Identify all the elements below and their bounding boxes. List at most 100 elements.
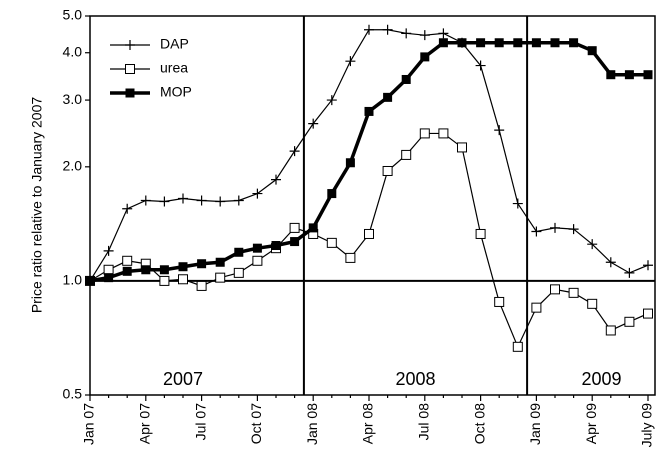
data-point <box>289 222 300 233</box>
data-point <box>605 325 616 336</box>
data-point <box>605 257 616 268</box>
data-point <box>345 56 356 67</box>
data-point <box>178 262 188 272</box>
data-point <box>476 38 486 48</box>
data-point <box>419 30 430 41</box>
data-point <box>234 247 244 257</box>
data-point <box>494 38 504 48</box>
data-point <box>550 222 560 233</box>
data-point <box>308 223 318 233</box>
data-point <box>271 241 281 251</box>
x-tick-label: Jan 09 <box>527 403 543 445</box>
x-tick-label: Oct 07 <box>248 403 264 444</box>
series-line <box>89 132 649 349</box>
data-point <box>196 280 207 291</box>
data-point <box>438 38 448 48</box>
data-point <box>475 228 486 239</box>
x-tick-label: Jan 07 <box>81 403 97 445</box>
data-point <box>420 52 430 62</box>
data-point <box>103 245 114 256</box>
data-point <box>104 273 114 283</box>
data-point <box>122 266 132 276</box>
data-point <box>457 38 467 48</box>
data-point <box>159 196 170 207</box>
series-line <box>89 41 648 283</box>
year-label: 2008 <box>395 369 435 389</box>
x-tick-label: Apr 07 <box>137 403 153 444</box>
data-point <box>494 125 505 136</box>
data-point <box>587 46 597 56</box>
data-point <box>643 308 653 319</box>
legend-label: urea <box>160 60 188 76</box>
x-tick-label: Jul 08 <box>416 403 432 441</box>
data-point <box>383 92 393 102</box>
data-point <box>568 287 579 298</box>
data-point <box>215 257 225 267</box>
data-point <box>513 38 523 48</box>
data-point <box>85 276 95 286</box>
data-point <box>531 38 541 48</box>
data-point <box>364 24 374 35</box>
year-label: 2009 <box>581 369 621 389</box>
data-point <box>178 193 188 204</box>
legend-marker <box>125 64 135 74</box>
data-point <box>103 264 114 275</box>
data-point <box>550 38 560 48</box>
data-point <box>233 267 244 278</box>
data-point <box>215 196 226 207</box>
data-point <box>587 239 598 250</box>
data-point <box>401 28 412 39</box>
data-point <box>178 274 188 285</box>
y-tick-label: 1.0 <box>63 272 83 288</box>
data-point <box>252 243 262 253</box>
data-point <box>643 70 653 80</box>
data-point <box>606 70 616 80</box>
data-point <box>569 38 579 48</box>
x-tick-label: Apr 09 <box>583 403 599 444</box>
plot-frame <box>89 15 656 396</box>
data-point <box>197 259 207 269</box>
data-point <box>438 28 449 39</box>
data-point <box>624 70 634 80</box>
data-point <box>141 265 151 275</box>
data-point <box>419 128 430 139</box>
data-point <box>290 237 300 247</box>
data-point <box>624 316 635 327</box>
data-point <box>512 198 523 209</box>
y-tick-label: 5.0 <box>63 7 83 23</box>
x-tick-label: Jul 07 <box>192 403 208 441</box>
data-point <box>475 60 486 71</box>
data-point <box>568 224 579 235</box>
legend-label: MOP <box>160 84 192 100</box>
data-point <box>382 24 393 35</box>
data-point <box>401 74 411 84</box>
legend-marker <box>125 40 135 50</box>
data-point <box>587 298 598 309</box>
data-point <box>215 272 226 283</box>
x-tick-label: Oct 08 <box>471 403 487 444</box>
data-point <box>512 341 523 352</box>
data-point <box>364 228 374 239</box>
data-point <box>122 203 133 214</box>
data-point <box>196 195 207 206</box>
data-point <box>271 174 281 185</box>
x-tick-label: Apr 08 <box>360 403 376 444</box>
data-point <box>159 265 169 275</box>
y-tick-label: 4.0 <box>63 43 83 59</box>
data-point <box>252 255 263 266</box>
data-point <box>327 189 337 199</box>
legend-label: DAP <box>160 36 189 52</box>
data-point <box>494 296 505 307</box>
data-point <box>550 284 560 295</box>
data-point <box>345 252 356 263</box>
data-point <box>326 237 337 248</box>
data-point <box>252 188 263 199</box>
data-point <box>438 128 449 139</box>
data-point <box>122 255 133 266</box>
data-point <box>531 226 542 237</box>
data-point <box>326 95 337 106</box>
year-label: 2007 <box>163 369 203 389</box>
data-point <box>401 149 412 160</box>
x-tick-label: July 09 <box>639 403 655 448</box>
data-point <box>345 158 355 168</box>
